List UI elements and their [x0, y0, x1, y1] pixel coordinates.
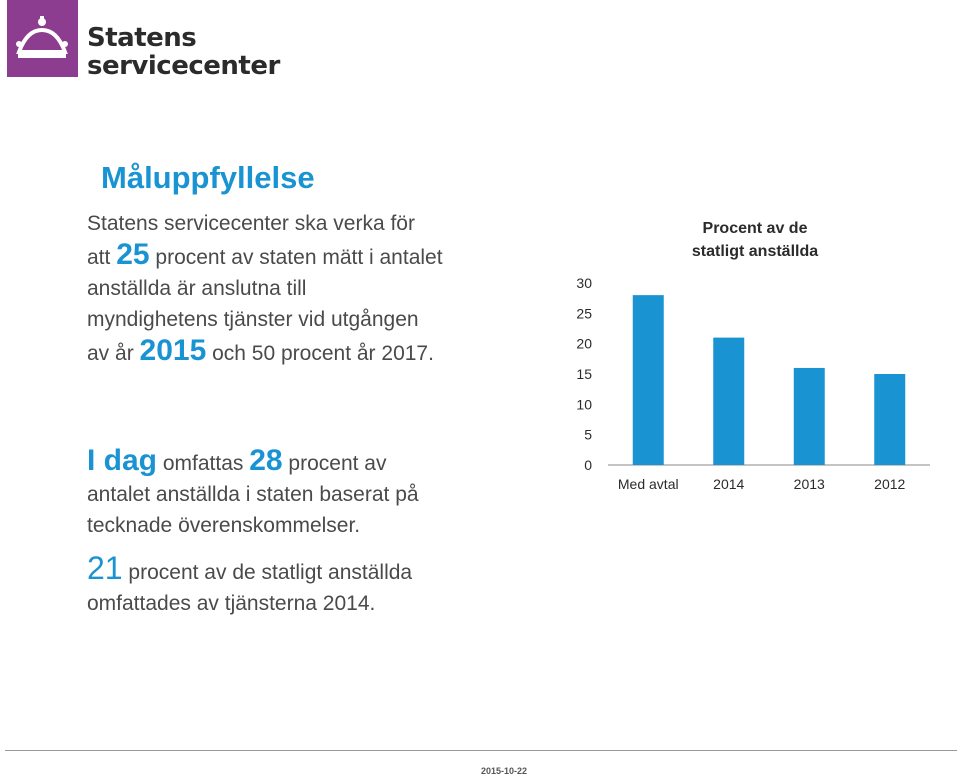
x-tick-label: 2013 [794, 476, 825, 492]
goal-line-2: att 25 procent av staten mätt i antalet [87, 238, 443, 271]
today-line-2: antalet anställda i staten baserat på [87, 483, 419, 506]
crown-logo-icon [7, 0, 78, 77]
x-tick-label: 2014 [713, 476, 744, 492]
x-tick-label: Med avtal [618, 476, 679, 492]
page-title: Måluppfyllelse [101, 160, 315, 195]
bar-med-avtal [632, 295, 664, 465]
goal-line-3: anställda är anslutna till [87, 277, 307, 300]
today-line-1: I dag omfattas 28 procent av [87, 444, 387, 477]
chart-title-line-1: Procent av de [703, 220, 808, 237]
footer-divider [5, 750, 957, 751]
logo-wordmark: Statens servicecenter [87, 24, 280, 80]
goal-line-1: Statens servicecenter ska verka för [87, 212, 415, 235]
y-tick-label: 0 [584, 457, 592, 473]
footer-date: 2015-10-22 [481, 766, 528, 776]
goal-line-4: myndighetens tjänster vid utgången [87, 308, 419, 331]
y-tick-label: 10 [576, 396, 592, 412]
goal-paragraph: Statens servicecenter ska verka för att … [87, 208, 557, 369]
highlight-i-dag: I dag [87, 444, 158, 477]
today-line-3: tecknade överenskommelser. [87, 514, 361, 537]
logo-line-2: servicecenter [87, 51, 280, 81]
highlight-2015: 2015 [139, 334, 207, 367]
y-tick-label: 15 [576, 366, 592, 382]
y-tick-label: 30 [576, 275, 592, 291]
bar-2012 [874, 374, 906, 465]
goal-line-5: av år 2015 och 50 procent år 2017. [87, 334, 434, 367]
highlight-28: 28 [249, 444, 283, 477]
y-tick-label: 5 [584, 427, 592, 443]
coverage-line-2: omfattades av tjänsterna 2014. [87, 592, 376, 615]
highlight-21: 21 [87, 550, 123, 586]
bar-2013 [793, 367, 825, 465]
x-tick-label: 2012 [874, 476, 905, 492]
chart-title-line-2: statligt anställda [692, 243, 818, 260]
coverage-line-1: 21 procent av de statligt anställda [87, 550, 413, 586]
y-tick-label: 25 [576, 305, 592, 321]
coverage-paragraph: 21 procent av de statligt anställda omfa… [87, 550, 567, 619]
y-tick-label: 20 [576, 336, 592, 352]
bar-2014 [713, 337, 745, 465]
today-paragraph: I dag omfattas 28 procent av antalet ans… [87, 445, 557, 541]
bar-chart: Procent av de statligt anställda 30 25 20 1… [560, 210, 950, 500]
logo-line-1: Statens [87, 23, 197, 53]
highlight-25: 25 [116, 238, 150, 271]
